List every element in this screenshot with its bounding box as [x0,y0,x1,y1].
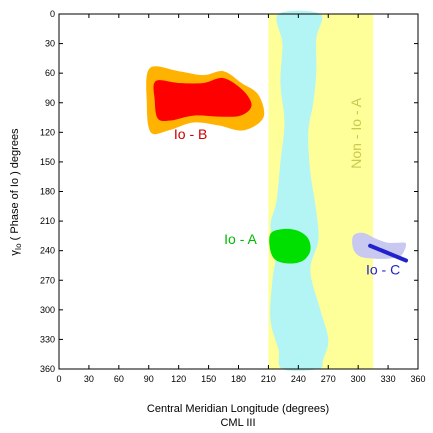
x-tick-label: 60 [114,374,124,384]
io-c-region [352,232,407,259]
x-tick-label: 30 [84,374,94,384]
y-tick-label: 240 [40,246,55,256]
non-io-a-core [270,10,329,371]
x-tick-label: 0 [56,374,61,384]
x-tick-label: 90 [144,374,154,384]
x-tick-label: 150 [201,374,216,384]
plot-area [146,10,409,371]
io-c-line [368,243,409,263]
y-tick-label: 210 [40,216,55,226]
y-tick-label: 300 [40,305,55,315]
x-axis-subtitle: CML III [220,417,255,429]
region-labels: Io - B Io - A Io - C Non - Io - A [174,97,400,277]
x-tick-label: 300 [351,374,366,384]
y-tick-label: 360 [40,364,55,374]
y-axis-title: γIo ( Phase of Io ) degrees [9,128,23,256]
y-axis-title-text: ( Phase of Io ) degrees [9,128,21,243]
y-tick-label: 330 [40,334,55,344]
y-tick-label: 30 [45,39,55,49]
io-c-label: Io - C [366,261,400,277]
y-tick-label: 180 [40,187,55,197]
x-tick-label: 270 [321,374,336,384]
x-tick-label: 210 [261,374,276,384]
io-b-inner-region [153,77,252,122]
io-b-label: Io - B [174,126,207,142]
y-tick-label: 150 [40,157,55,167]
y-tick-label: 0 [50,9,55,19]
y-tick-label: 90 [45,98,55,108]
y-axis-title-gamma: γ [9,250,21,256]
y-tick-label: 60 [45,68,55,78]
io-a-region [269,228,311,264]
y-axis-title-subscript: Io [14,243,23,250]
non-io-a-label: Non - Io - A [348,97,364,168]
x-tick-label: 180 [231,374,246,384]
x-tick-label: 360 [410,374,425,384]
y-tick-label: 270 [40,275,55,285]
x-tick-label: 330 [381,374,396,384]
x-tick-label: 120 [171,374,186,384]
axis-ticks: 0 30 60 90 120 150 180 210 240 270 300 330 360030609… [40,9,426,384]
x-axis-title: Central Meridian Longitude (degrees) [147,403,329,415]
x-tick-label: 240 [291,374,306,384]
io-a-label: Io - A [224,231,257,247]
y-tick-label: 120 [40,127,55,137]
